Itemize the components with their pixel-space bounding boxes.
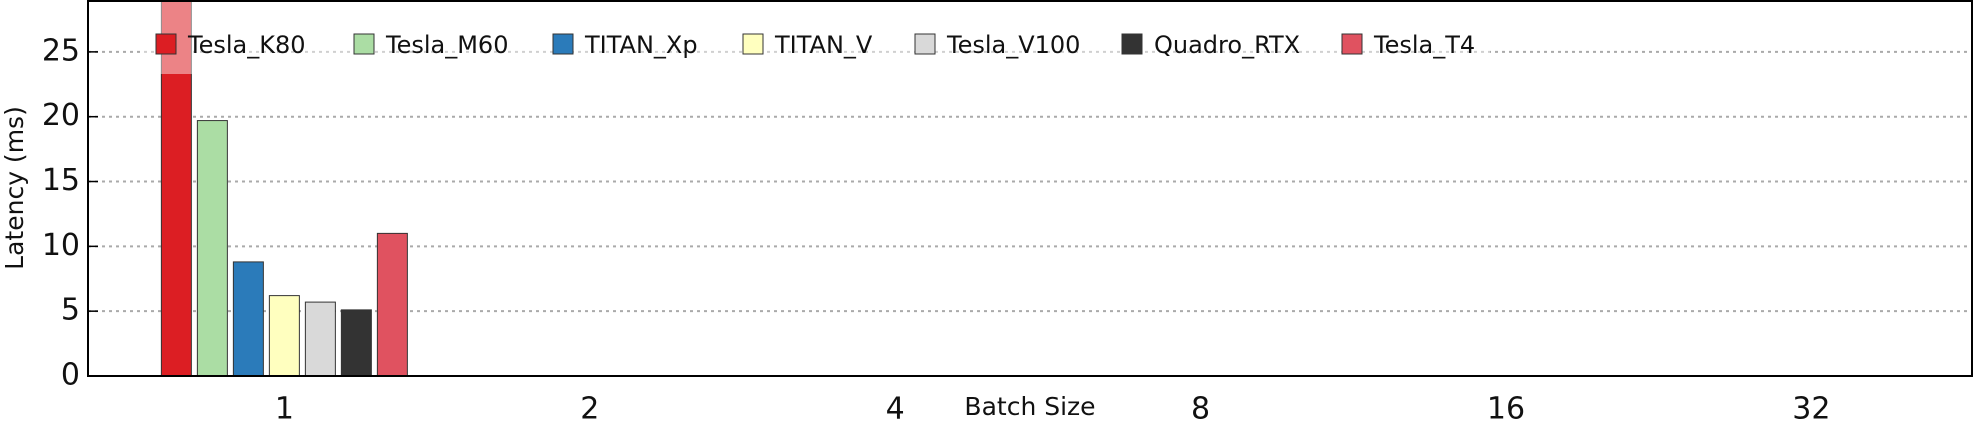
- x-tick-label: 1: [275, 392, 294, 425]
- legend-swatch: [155, 33, 177, 55]
- y-tick-label: 0: [61, 358, 80, 393]
- y-tick-label: 20: [42, 98, 80, 133]
- x-tick-label: 8: [1191, 392, 1210, 425]
- bar: [160, 0, 192, 376]
- bar: [268, 295, 300, 376]
- legend-swatch: [742, 33, 764, 55]
- bar: [196, 120, 228, 376]
- x-axis-label: Batch Size: [964, 392, 1095, 421]
- plot-frame: [87, 0, 1973, 377]
- legend-swatch: [353, 33, 375, 55]
- x-tick-label: 4: [886, 392, 905, 425]
- legend-label: TITAN_Xp: [584, 31, 698, 59]
- y-tick-label: 5: [61, 293, 80, 328]
- y-tick-label: 10: [42, 228, 80, 263]
- legend-label: Tesla_K80: [187, 31, 306, 59]
- legend-swatch: [552, 33, 574, 55]
- y-tick-label: 15: [42, 163, 80, 198]
- x-tick-label: 16: [1487, 392, 1525, 425]
- legend-label: TITAN_V: [774, 31, 873, 59]
- bar: [340, 309, 372, 376]
- legend-swatch: [914, 33, 936, 55]
- y-tick-label: 25: [42, 33, 80, 68]
- legend-swatch: [1121, 33, 1143, 55]
- bars: [160, 0, 408, 376]
- legend-label: Tesla_T4: [1373, 31, 1475, 59]
- x-tick-label: 2: [580, 392, 599, 425]
- x-tick-label: 32: [1792, 392, 1830, 425]
- legend-swatch: [1341, 33, 1363, 55]
- bar: [232, 261, 264, 376]
- y-axis-label: Latency (ms): [0, 106, 29, 270]
- legend-label: Tesla_M60: [385, 31, 508, 59]
- bar: [376, 232, 408, 376]
- bar: [304, 301, 336, 376]
- legend-label: Quadro_RTX: [1154, 31, 1300, 59]
- legend-label: Tesla_V100: [946, 31, 1080, 59]
